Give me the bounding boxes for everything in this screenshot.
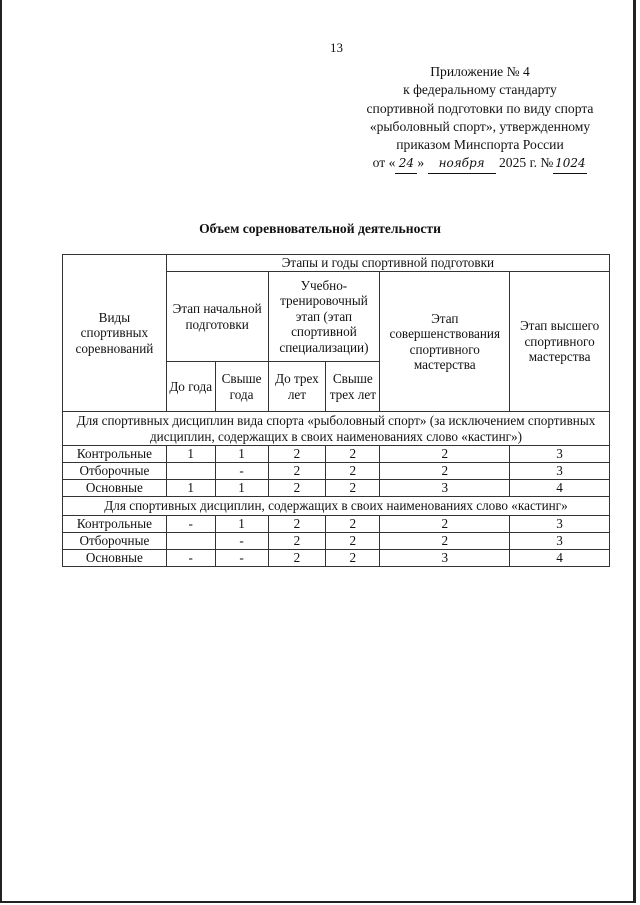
table-cell: 2 xyxy=(325,514,381,533)
table-cell: - xyxy=(165,548,216,567)
table-cell: 3 xyxy=(509,462,610,480)
appendix-line: к федеральному стандарту xyxy=(403,82,557,98)
page-number: 13 xyxy=(330,40,343,55)
table-cell: 2 xyxy=(267,479,327,497)
row-kind: Контрольные xyxy=(62,514,167,533)
group-title: Для спортивных дисциплин вида спорта «ры… xyxy=(62,411,610,446)
table-cell: 1 xyxy=(214,445,269,463)
header-sub: Свыше трех лет xyxy=(325,361,381,412)
date-year: 2025 г. № xyxy=(498,155,554,171)
header-stage-improvement: Этап совершенствования спортивного масте… xyxy=(379,271,511,412)
table-cell: - xyxy=(165,514,216,533)
table-cell: 2 xyxy=(267,462,327,480)
row-kind: Отборочные xyxy=(62,462,167,480)
table-cell: - xyxy=(214,462,269,480)
table-cell: 3 xyxy=(379,548,511,567)
table-row: Отборочные -2 2 2 3 xyxy=(62,531,610,550)
row-kind: Основные xyxy=(62,479,167,497)
date-prefix: от « xyxy=(372,155,396,171)
appendix-line: «рыболовный спорт», утвержденному xyxy=(369,118,591,134)
table-cell: 2 xyxy=(267,514,327,533)
header-sub: Свыше года xyxy=(214,361,269,412)
header-sub: До трех лет xyxy=(267,361,327,412)
table-cell: 2 xyxy=(379,531,511,550)
table-cell xyxy=(165,462,216,480)
table-cell: 2 xyxy=(379,445,511,463)
table-cell: 2 xyxy=(267,548,327,567)
group-row: Для спортивных дисциплин, содержащих в с… xyxy=(62,496,610,516)
row-kind: Контрольные xyxy=(62,445,167,463)
table-cell: 2 xyxy=(325,462,381,480)
handwritten-number: 1024 xyxy=(553,154,588,174)
appendix-line: спортивной подготовки по виду спорта xyxy=(366,100,594,116)
table-cell: 2 xyxy=(379,514,511,533)
table-cell: 2 xyxy=(379,462,511,480)
handwritten-month: ноября xyxy=(427,154,496,174)
table-row: Основные - -2 2 3 4 xyxy=(62,548,610,567)
table-cell: 1 xyxy=(165,479,216,497)
table-cell: 3 xyxy=(379,479,511,497)
row-kind: Отборочные xyxy=(62,531,167,550)
document-title: Объем соревновательной деятельности xyxy=(199,221,441,236)
table-cell: 2 xyxy=(267,445,327,463)
appendix-line: приказом Минспорта России xyxy=(396,137,564,153)
header-stage-initial: Этап начальной подготовки xyxy=(165,271,269,362)
order-date-line: от «24» ноября 2025 г. № 1024 xyxy=(330,154,630,174)
table-cell xyxy=(165,531,216,550)
handwritten-day: 24 xyxy=(395,154,418,174)
table-cell: 1 xyxy=(214,479,269,497)
table-cell: 3 xyxy=(509,514,610,533)
header-stage-highest: Этап высшего спортивного мастерства xyxy=(509,271,610,412)
table-row: Контрольные -1 2 2 2 3 xyxy=(62,514,610,533)
group-row: Для спортивных дисциплин вида спорта «ры… xyxy=(62,411,610,446)
table-cell: 2 xyxy=(325,531,381,550)
header-stage-training: Учебно-тренировочный этап (этап спортивн… xyxy=(267,271,381,362)
table-cell: 4 xyxy=(509,548,610,567)
appendix-block: Приложение № 4 к федеральному стандарту … xyxy=(330,63,630,174)
table-cell: - xyxy=(214,548,269,567)
group-title: Для спортивных дисциплин, содержащих в с… xyxy=(62,496,610,516)
appendix-line: Приложение № 4 xyxy=(430,64,530,79)
header-stages: Этапы и годы спортивной подготовки xyxy=(165,254,611,272)
date-mid: » xyxy=(417,155,425,171)
table-row: Отборочные -2 2 2 3 xyxy=(62,462,610,480)
table-cell: 4 xyxy=(509,479,610,497)
table-cell: 2 xyxy=(325,445,381,463)
table-cell: 1 xyxy=(214,514,269,533)
table-row: Контрольные 1 1 2 2 2 3 xyxy=(62,445,610,463)
table-cell: 2 xyxy=(325,548,381,567)
table-cell: 2 xyxy=(325,479,381,497)
competition-volume-table: Виды спортивных соревнований Этапы и год… xyxy=(62,254,611,567)
header-sub: До года xyxy=(165,361,216,412)
table-cell: 1 xyxy=(165,445,216,463)
table-cell: - xyxy=(214,531,269,550)
table-cell: 3 xyxy=(509,445,610,463)
table-cell: 2 xyxy=(267,531,327,550)
row-kind: Основные xyxy=(62,548,167,567)
table-cell: 3 xyxy=(509,531,610,550)
header-kind: Виды спортивных соревнований xyxy=(62,254,167,412)
table-row: Основные 1 1 2 2 3 4 xyxy=(62,479,610,497)
